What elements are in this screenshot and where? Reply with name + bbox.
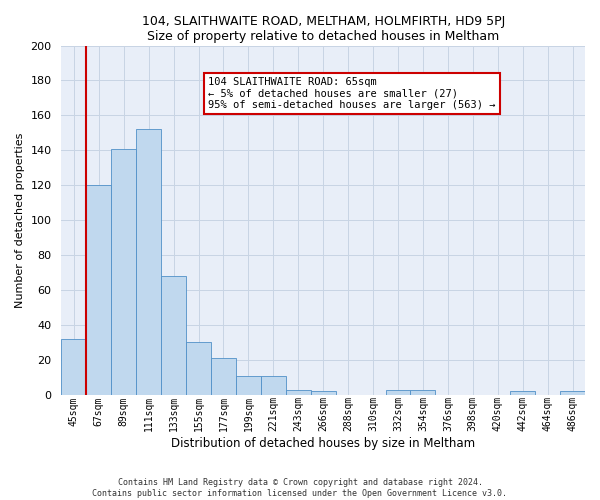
Bar: [86, 186, 111, 395]
Bar: [510, 392, 535, 395]
Bar: [111, 148, 136, 395]
Text: 104 SLAITHWAITE ROAD: 65sqm
← 5% of detached houses are smaller (27)
95% of semi: 104 SLAITHWAITE ROAD: 65sqm ← 5% of deta…: [208, 77, 496, 110]
Bar: [211, 358, 236, 395]
Bar: [386, 390, 410, 395]
Bar: [161, 276, 186, 395]
Bar: [136, 130, 161, 395]
Bar: [261, 376, 286, 395]
Bar: [560, 392, 585, 395]
Y-axis label: Number of detached properties: Number of detached properties: [15, 132, 25, 308]
Title: 104, SLAITHWAITE ROAD, MELTHAM, HOLMFIRTH, HD9 5PJ
Size of property relative to : 104, SLAITHWAITE ROAD, MELTHAM, HOLMFIRT…: [142, 15, 505, 43]
Bar: [186, 342, 211, 395]
Bar: [286, 390, 311, 395]
Text: Contains HM Land Registry data © Crown copyright and database right 2024.
Contai: Contains HM Land Registry data © Crown c…: [92, 478, 508, 498]
Bar: [61, 339, 86, 395]
Bar: [236, 376, 261, 395]
Bar: [410, 390, 436, 395]
Bar: [311, 392, 335, 395]
X-axis label: Distribution of detached houses by size in Meltham: Distribution of detached houses by size …: [171, 437, 475, 450]
